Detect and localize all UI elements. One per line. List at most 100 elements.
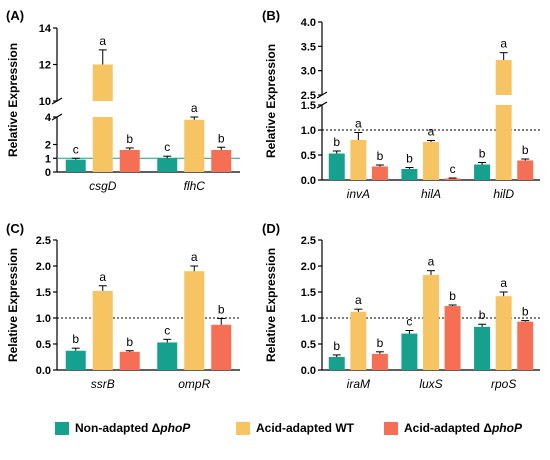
chart-panel-3: (C) Relative Expression 0.0 0.5 1.0 1.5 2.0 2.5… xyxy=(6,221,240,391)
significance-letter: b xyxy=(449,289,456,303)
panel-label: (B) xyxy=(262,8,280,23)
significance-letter: b xyxy=(72,332,79,346)
y-tick-label: 2.5 xyxy=(301,90,316,102)
x-tick-label: ssrB xyxy=(91,377,115,391)
significance-letter: a xyxy=(428,125,435,139)
bar xyxy=(444,178,461,180)
significance-letter: c xyxy=(406,314,412,328)
bar xyxy=(184,119,205,172)
significance-letter: b xyxy=(126,132,133,146)
y-tick-label: 12 xyxy=(39,60,51,72)
bar xyxy=(92,290,113,370)
significance-letter: c xyxy=(164,140,170,154)
x-tick-label: ompR xyxy=(178,377,210,391)
legend-label: Acid-adapted ΔphoP xyxy=(404,421,523,435)
x-tick-label: rpoS xyxy=(491,377,516,391)
significance-letter: a xyxy=(500,37,507,51)
bar xyxy=(92,64,113,101)
significance-letter: b xyxy=(333,135,340,149)
y-axis-label: Relative Expression xyxy=(264,44,278,158)
significance-letter: a xyxy=(191,250,198,264)
x-tick-label: hilA xyxy=(421,187,441,201)
significance-letter: c xyxy=(450,162,456,176)
bar xyxy=(423,274,439,370)
significance-letter: b xyxy=(406,152,413,166)
bar xyxy=(495,59,512,95)
y-tick-label: 2.5 xyxy=(301,235,316,247)
chart-root: (A) Relative Expression 0 12 4 10 12 14 c a b csgD c… xyxy=(6,8,540,391)
legend-swatch xyxy=(236,422,250,435)
legend-item: Acid-adapted WT xyxy=(236,421,355,435)
y-tick-label: 14 xyxy=(39,23,52,35)
y-tick-label: 1.0 xyxy=(301,313,316,325)
bar xyxy=(328,357,345,370)
bar xyxy=(211,150,232,172)
bar xyxy=(350,140,367,180)
significance-letter: b xyxy=(522,143,529,157)
significance-letter: a xyxy=(99,34,106,48)
y-axis-label: Relative Expression xyxy=(6,248,20,362)
significance-letter: b xyxy=(126,335,133,349)
bar xyxy=(328,153,345,180)
x-tick-label: iraM xyxy=(347,377,370,391)
y-tick-label: 2.5 xyxy=(36,235,51,247)
significance-letter: b xyxy=(333,339,340,353)
y-tick-label: 0.5 xyxy=(301,150,316,162)
bar xyxy=(211,324,232,370)
y-tick-label: 0.0 xyxy=(301,365,316,377)
bar xyxy=(371,353,388,370)
y-tick-label: 0.0 xyxy=(36,365,51,377)
x-tick-label: invA xyxy=(347,187,370,201)
bar xyxy=(65,350,86,370)
panel-label: (D) xyxy=(262,221,280,236)
significance-letter: b xyxy=(522,305,529,319)
significance-letter: c xyxy=(164,323,170,337)
significance-letter: a xyxy=(191,101,198,115)
bar xyxy=(401,333,418,370)
y-tick-label: 0.0 xyxy=(301,175,316,187)
bar xyxy=(350,311,367,370)
x-tick-label: flhC xyxy=(184,179,206,193)
bar xyxy=(495,105,512,180)
significance-letter: b xyxy=(377,149,384,163)
y-tick-label: 1 xyxy=(45,153,51,165)
bar xyxy=(474,164,491,180)
y-tick-label: 0 xyxy=(45,167,51,179)
bar xyxy=(495,296,512,370)
x-tick-label: csgD xyxy=(89,179,117,193)
significance-letter: a xyxy=(428,255,435,269)
legend-item: Acid-adapted ΔphoP xyxy=(384,421,523,435)
y-tick-label: 1.0 xyxy=(36,313,51,325)
legend: Non-adapted ΔphoP Acid-adapted WT Acid-ada… xyxy=(55,421,523,435)
bar xyxy=(157,158,178,172)
significance-letter: b xyxy=(218,303,225,317)
bar xyxy=(517,160,534,180)
significance-letter: b xyxy=(479,308,486,322)
y-tick-label: 4.0 xyxy=(301,17,316,29)
legend-label: Acid-adapted WT xyxy=(256,421,355,435)
significance-letter: a xyxy=(355,117,362,131)
bar xyxy=(474,326,491,370)
y-tick-label: 10 xyxy=(39,96,51,108)
x-tick-label: luxS xyxy=(419,377,442,391)
bar xyxy=(65,159,86,172)
bar xyxy=(401,169,418,180)
x-tick-label: hilD xyxy=(493,187,514,201)
significance-letter: a xyxy=(355,293,362,307)
y-tick-label: 1.5 xyxy=(36,287,51,299)
panel-label: (C) xyxy=(6,221,24,236)
significance-letter: a xyxy=(500,276,507,290)
legend-label: Non-adapted ΔphoP xyxy=(75,421,191,435)
significance-letter: a xyxy=(99,270,106,284)
significance-letter: b xyxy=(218,131,225,145)
y-tick-label: 0.5 xyxy=(301,339,316,351)
y-tick-label: 1.5 xyxy=(301,287,316,299)
y-tick-label: 3.5 xyxy=(301,41,316,53)
bar xyxy=(517,321,534,370)
legend-swatch xyxy=(55,422,69,435)
significance-letter: c xyxy=(73,142,79,156)
bar xyxy=(371,166,388,180)
chart-panel-1: (A) Relative Expression 0 12 4 10 12 14 c a b csgD c… xyxy=(6,8,240,193)
panel-label: (A) xyxy=(6,8,24,23)
